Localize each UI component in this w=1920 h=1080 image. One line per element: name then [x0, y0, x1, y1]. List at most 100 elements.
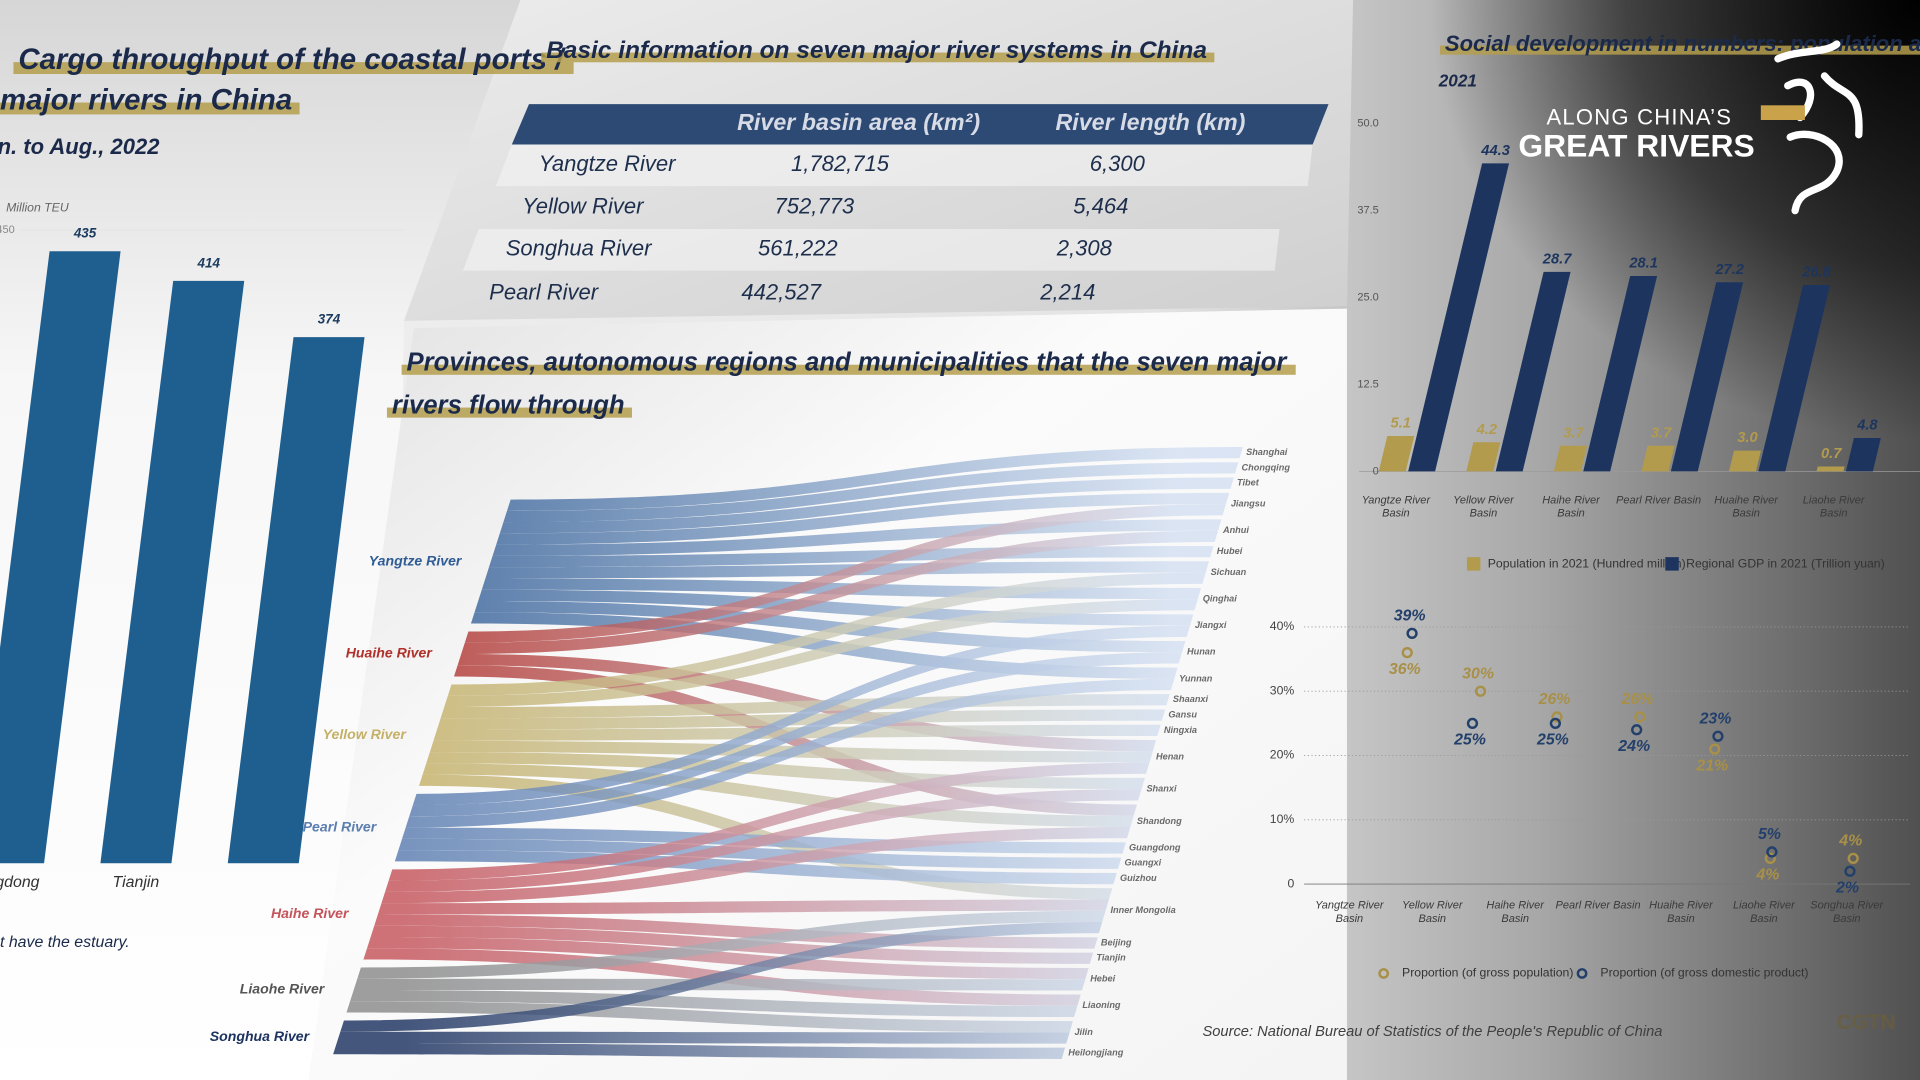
- dot: [1712, 730, 1724, 742]
- target-label: Gansu: [1168, 710, 1197, 720]
- ribbon: [453, 665, 1138, 816]
- ribbon: [377, 899, 1109, 915]
- legend-swatch: [1576, 968, 1588, 979]
- dot: [1844, 865, 1856, 877]
- sankey-title: Provinces, autonomous regions and munici…: [407, 348, 1289, 376]
- target-label: Sichuan: [1211, 567, 1247, 577]
- x-tick-label-box: Haihe River Basin: [1486, 899, 1544, 925]
- title-highlight: [401, 364, 1296, 375]
- ribbon: [444, 599, 1198, 708]
- source-label: Haihe River: [271, 905, 350, 921]
- x-tick-label: Yangtze River Basin: [1315, 898, 1384, 925]
- x-tick-label-box: Liaohe River Basin: [1802, 493, 1865, 520]
- ribbon: [461, 530, 1219, 654]
- x-tick-label: Yellow River Basin: [1401, 898, 1463, 925]
- target-label: Jiangxi: [1195, 620, 1227, 630]
- logo: CGTN: [1837, 1011, 1896, 1034]
- ribbon: [447, 572, 1206, 696]
- bar: [1495, 271, 1571, 472]
- y-tick-label: 0: [1373, 465, 1379, 477]
- table-cell: 442,527: [741, 280, 821, 305]
- x-tick-label-box: Huaihe River Basin: [1649, 899, 1713, 925]
- value-label: 28.7: [1542, 251, 1572, 267]
- value-label: 414: [196, 255, 220, 270]
- column-header: River basin area (km²): [737, 109, 980, 135]
- y-tick-label: 12.5: [1357, 378, 1378, 390]
- x-tick-label: Songhua River Basin: [1810, 898, 1884, 925]
- bar: [1670, 282, 1744, 472]
- bar: [1408, 163, 1510, 472]
- ribbon: [357, 910, 1106, 979]
- table-cell: Yangtze River: [539, 151, 677, 176]
- y-unit: Million TEU: [6, 200, 69, 214]
- ribbon: [499, 477, 1234, 534]
- table-cell: Yellow River: [522, 193, 645, 218]
- x-tick-label: Liaohe River Basin: [1802, 493, 1865, 520]
- ribbon: [350, 990, 1078, 1018]
- value-label: 3.7: [1651, 425, 1672, 441]
- value-label: 0.7: [1821, 446, 1842, 462]
- x-tick-label-box: Haihe River Basin: [1542, 493, 1600, 519]
- value-label: 5%: [1758, 826, 1781, 843]
- source-label: Yellow River: [323, 726, 408, 742]
- table-cell: 6,300: [1090, 151, 1146, 176]
- title-highlight: [13, 62, 574, 75]
- footnote: t have the estuary.: [0, 934, 130, 951]
- value-label: 25%: [1536, 732, 1569, 749]
- river-table: Basic information on seven major river s…: [462, 37, 1329, 305]
- legend-swatch: [1665, 557, 1679, 571]
- bar: [1583, 275, 1658, 472]
- dot: [1401, 647, 1413, 659]
- bar: [1466, 442, 1501, 472]
- bar: [1553, 445, 1587, 472]
- target-label: Inner Mongolia: [1110, 905, 1175, 915]
- ribbon: [340, 922, 1103, 1032]
- column-header: River length (km): [1056, 109, 1246, 135]
- chart-subtitle: 2021: [1438, 71, 1477, 91]
- seal: [1760, 105, 1805, 120]
- value-label: 26%: [1538, 691, 1571, 708]
- target-label: Ningxia: [1164, 725, 1197, 735]
- ribbon: [381, 827, 1131, 904]
- bar: [1641, 445, 1675, 472]
- value-label: 23%: [1699, 710, 1732, 727]
- value-label: 4.2: [1476, 422, 1498, 438]
- target-label: Hebei: [1090, 974, 1115, 984]
- target-label: Shanxi: [1146, 784, 1177, 794]
- target-label: Yunnan: [1179, 673, 1213, 683]
- dot: [1766, 846, 1778, 858]
- value-label: 44.3: [1480, 143, 1510, 159]
- ribbon: [385, 789, 1142, 892]
- x-tick-label: Tianjin: [113, 874, 160, 891]
- value-label: 374: [318, 312, 341, 327]
- dot: [1764, 852, 1776, 865]
- bar: [227, 337, 365, 864]
- target-label: Liaoning: [1082, 1000, 1121, 1010]
- target-label: Jiangsu: [1231, 499, 1266, 509]
- chart-title: Social development in numbers: populatio…: [1445, 31, 1920, 56]
- legend-label: Proportion (of gross domestic product): [1600, 966, 1808, 980]
- target-label: Hubei: [1217, 546, 1243, 556]
- x-tick-label-box: Huaihe River Basin: [1714, 493, 1778, 519]
- dot: [1709, 743, 1721, 755]
- legend-label: Regional GDP in 2021 (Trillion yuan): [1686, 557, 1885, 571]
- dot: [1634, 711, 1646, 723]
- x-tick-label: Liaohe River Basin: [1732, 898, 1795, 925]
- table-cell: 2,214: [1039, 280, 1095, 305]
- brand-line2: GREAT RIVERS: [1518, 128, 1754, 164]
- legend-swatch: [1466, 557, 1481, 571]
- x-tick-label-box: Yellow River Basin: [1401, 898, 1463, 925]
- title-highlight: [1440, 45, 1920, 55]
- dot: [1406, 627, 1418, 640]
- y-tick-label: 25.0: [1357, 291, 1378, 303]
- table-cell: Songhua River: [506, 236, 653, 261]
- value-label: 5.1: [1391, 416, 1411, 432]
- legend-label: Proportion (of gross population): [1402, 966, 1573, 980]
- title-highlight: [386, 407, 632, 418]
- row-band: [495, 144, 1313, 187]
- calligraphy: [1774, 40, 1863, 215]
- target-label: Heilongjiang: [1068, 1048, 1123, 1058]
- bar: [1845, 438, 1881, 472]
- target-label: Tianjin: [1096, 953, 1126, 963]
- value-label: 4%: [1755, 867, 1779, 884]
